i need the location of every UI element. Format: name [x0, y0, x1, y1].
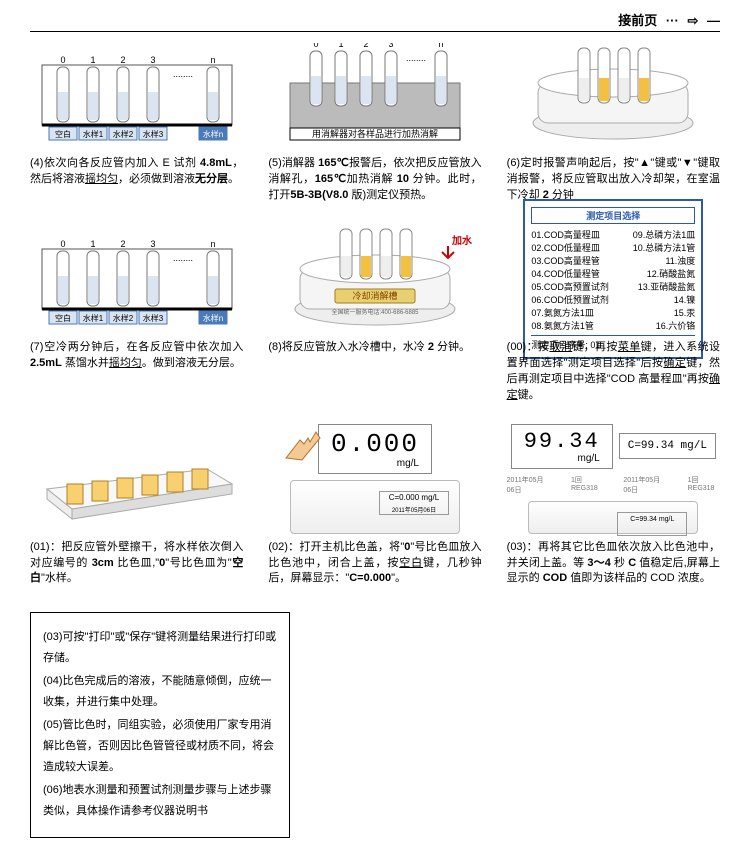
caption-03: (03)：再将其它比色皿依次放入比色池中，并关闭上盖。等 3～4 秒 C 值稳定… — [507, 540, 720, 588]
fig-tuberack-2: 0 空白 1 水样1 2 水样2 3 水样3 n 水样n........ — [30, 224, 243, 334]
svg-text:水样3: 水样3 — [142, 313, 163, 323]
svg-text:n: n — [210, 239, 215, 249]
notes-box: (03)可按"打印"或"保存"键将测量结果进行打印或存储。 (04)比色完成后的… — [30, 612, 290, 838]
svg-text:空白: 空白 — [55, 129, 71, 139]
note-2: (04)比色完成后的溶液，不能随意倾倒，应统一收集，并进行集中处理。 — [43, 671, 277, 713]
cell-01: (01)：把反应管外壁擦干，将水样依次倒入对应编号的 3cm 比色皿,"0"号比… — [30, 424, 243, 588]
svg-text:3: 3 — [150, 55, 155, 65]
cell-00: 测定项目选择 01.COD高量程皿09.总磷方法1皿02.COD低量程皿10.总… — [507, 224, 720, 404]
svg-text:3: 3 — [388, 43, 393, 49]
cooler1-svg — [518, 43, 708, 148]
menu-row[interactable]: 08.氨氮方法1管16.六价铬 — [531, 319, 695, 332]
menu-title: 测定项目选择 — [531, 207, 695, 224]
instrument-body-2: C=99.34 mg/L — [528, 501, 698, 534]
fig-cuvette-tray — [30, 424, 243, 534]
menu-row[interactable]: 01.COD高量程皿09.总磷方法1皿 — [531, 228, 695, 241]
fig-heater: 用消解器对各样品进行加热消解 0 1 2 3 n........ — [268, 40, 481, 150]
instrument-screen-2: C=99.34 mg/L — [617, 512, 687, 536]
note-4: (06)地表水测量和预置试剂测量步骤与上述步骤类似，具体操作请参考仪器说明书 — [43, 780, 277, 822]
fig-instrument-val: 99.34mg/L C=99.34 mg/L 2011年05月06日1回REG3… — [507, 424, 720, 534]
cell-02: 0.000mg/L C=0.000 mg/L2011年05月06日 (02)：打… — [268, 424, 481, 588]
cell-5: 用消解器对各样品进行加热消解 0 1 2 3 n........ (5)消解器 165℃… — [268, 40, 481, 204]
svg-text:水样2: 水样2 — [112, 313, 133, 323]
svg-text:水样n: 水样n — [202, 313, 222, 323]
note-1: (03)可按"打印"或"保存"键将测量结果进行打印或存储。 — [43, 627, 277, 669]
page-header: 接前页 ··· ⇨ — — [30, 10, 720, 32]
svg-text:0: 0 — [313, 43, 318, 49]
svg-text:1: 1 — [90, 55, 95, 65]
svg-text:1: 1 — [90, 239, 95, 249]
heater-svg: 用消解器对各样品进行加热消解 0 1 2 3 n........ — [275, 43, 475, 148]
menu-row[interactable]: 03.COD高量程管11.浊度 — [531, 254, 695, 267]
svg-text:0: 0 — [60, 239, 65, 249]
display-cval: C=99.34 mg/L — [619, 433, 716, 459]
display-val: 99.34mg/L — [511, 424, 613, 469]
svg-text:全国统一服务电话:400-686-6885: 全国统一服务电话:400-686-6885 — [331, 308, 419, 316]
cell-6: (6)定时报警声响起后，按"▲"键或"▼"键取消报警，将反应管取出放入冷却架，在… — [507, 40, 720, 204]
caption-7: (7)空冷两分钟后，在各反应管中依次加入 2.5mL 蒸馏水并摇均匀。做到溶液无… — [30, 340, 243, 372]
tuberack-svg: 0 空白 1 水样1 2 水样2 3 水样3 n 水样n........ — [37, 45, 237, 145]
prev-page-link[interactable]: 接前页 — [618, 13, 657, 28]
svg-text:1: 1 — [338, 43, 343, 49]
hand-icon — [280, 418, 326, 464]
fig-instrument-zero: 0.000mg/L C=0.000 mg/L2011年05月06日 — [268, 424, 481, 534]
dash: — — [707, 13, 720, 28]
fig-tuberack-1: 0 空白 1 水样1 2 水样2 3 水样3 n 水样n........ — [30, 40, 243, 150]
svg-text:水样2: 水样2 — [112, 129, 133, 139]
fig-watercool: 冷却消解槽 全国统一服务电话:400-686-6885 加水 — [268, 224, 481, 334]
svg-text:........: ........ — [173, 253, 193, 263]
tuberack2-svg: 0 空白 1 水样1 2 水样2 3 水样3 n 水样n........ — [37, 229, 237, 329]
fig-cooler-1 — [507, 40, 720, 150]
svg-text:用消解器对各样品进行加热消解: 用消解器对各样品进行加热消解 — [312, 128, 438, 139]
svg-text:2: 2 — [120, 239, 125, 249]
svg-text:2: 2 — [363, 43, 368, 49]
cell-7: 0 空白 1 水样1 2 水样2 3 水样3 n 水样n........ (7)空冷两分钟后，在各… — [30, 224, 243, 404]
svg-text:n: n — [438, 43, 443, 49]
cell-03: 99.34mg/L C=99.34 mg/L 2011年05月06日1回REG3… — [507, 424, 720, 588]
caption-6: (6)定时报警声响起后，按"▲"键或"▼"键取消报警，将反应管取出放入冷却架，在… — [507, 156, 720, 204]
instrument-body: C=0.000 mg/L2011年05月06日 — [290, 480, 460, 534]
caption-8: (8)将反应管放入水冷槽中，水冷 2 分钟。 — [268, 340, 481, 356]
svg-text:水样3: 水样3 — [142, 129, 163, 139]
svg-text:0: 0 — [60, 55, 65, 65]
display-zero: 0.000mg/L — [318, 424, 432, 474]
svg-text:水样n: 水样n — [202, 129, 222, 139]
tray-svg — [37, 434, 237, 524]
watercool-svg: 冷却消解槽 全国统一服务电话:400-686-6885 — [280, 224, 470, 334]
svg-text:........: ........ — [173, 69, 193, 79]
cell-8: 冷却消解槽 全国统一服务电话:400-686-6885 加水 (8)将反应管放入… — [268, 224, 481, 404]
arrow-icon: ⇨ — [687, 13, 698, 28]
cell-4: 0 空白 1 水样1 2 水样2 3 水样3 n 水样n........ (4)依次向各反应管内加… — [30, 40, 243, 204]
caption-5: (5)消解器 165℃报警后，依次把反应管放入消解孔，165℃加热消解 10 分… — [268, 156, 481, 204]
menu-row[interactable]: 02.COD低量程皿10.总磷方法1管 — [531, 241, 695, 254]
caption-4: (4)依次向各反应管内加入 E 试剂 4.8mL，然后将溶液摇均匀，必须做到溶液… — [30, 156, 243, 188]
svg-text:水样1: 水样1 — [82, 129, 103, 139]
menu-box: 测定项目选择 01.COD高量程皿09.总磷方法1皿02.COD低量程皿10.总… — [523, 199, 703, 359]
note-3: (05)管比色时，同组实验，必须使用厂家专用消解比色管，否则因比色管管径或材质不… — [43, 715, 277, 778]
svg-text:冷却消解槽: 冷却消解槽 — [352, 290, 397, 301]
svg-text:n: n — [210, 55, 215, 65]
menu-row[interactable]: 06.COD低预置试剂14.镍 — [531, 293, 695, 306]
dots: ··· — [666, 13, 679, 28]
svg-text:........: ........ — [406, 53, 426, 63]
menu-row[interactable]: 07.氨氮方法1皿15.汞 — [531, 306, 695, 319]
caption-02: (02)：打开主机比色盖，将"0"号比色皿放入比色池中，闭合上盖，按空白键，几秒… — [268, 540, 481, 588]
figure-grid: 0 空白 1 水样1 2 水样2 3 水样3 n 水样n........ (4)依次向各反应管内加… — [30, 40, 720, 587]
caption-00: (00)：按取消键，再按菜单键，进入系统设置界面选择"测定项目选择"后按确定键，… — [507, 340, 720, 404]
fig-menu: 测定项目选择 01.COD高量程皿09.总磷方法1皿02.COD低量程皿10.总… — [507, 224, 720, 334]
svg-text:水样1: 水样1 — [82, 313, 103, 323]
instrument-screen: C=0.000 mg/L2011年05月06日 — [379, 491, 449, 515]
menu-row[interactable]: 04.COD低量程管12.硝酸盐氮 — [531, 267, 695, 280]
menu-row[interactable]: 05.COD高预置试剂13.亚硝酸盐氮 — [531, 280, 695, 293]
caption-01: (01)：把反应管外壁擦干，将水样依次倒入对应编号的 3cm 比色皿,"0"号比… — [30, 540, 243, 588]
svg-text:2: 2 — [120, 55, 125, 65]
svg-text:3: 3 — [150, 239, 155, 249]
svg-text:空白: 空白 — [55, 313, 71, 323]
